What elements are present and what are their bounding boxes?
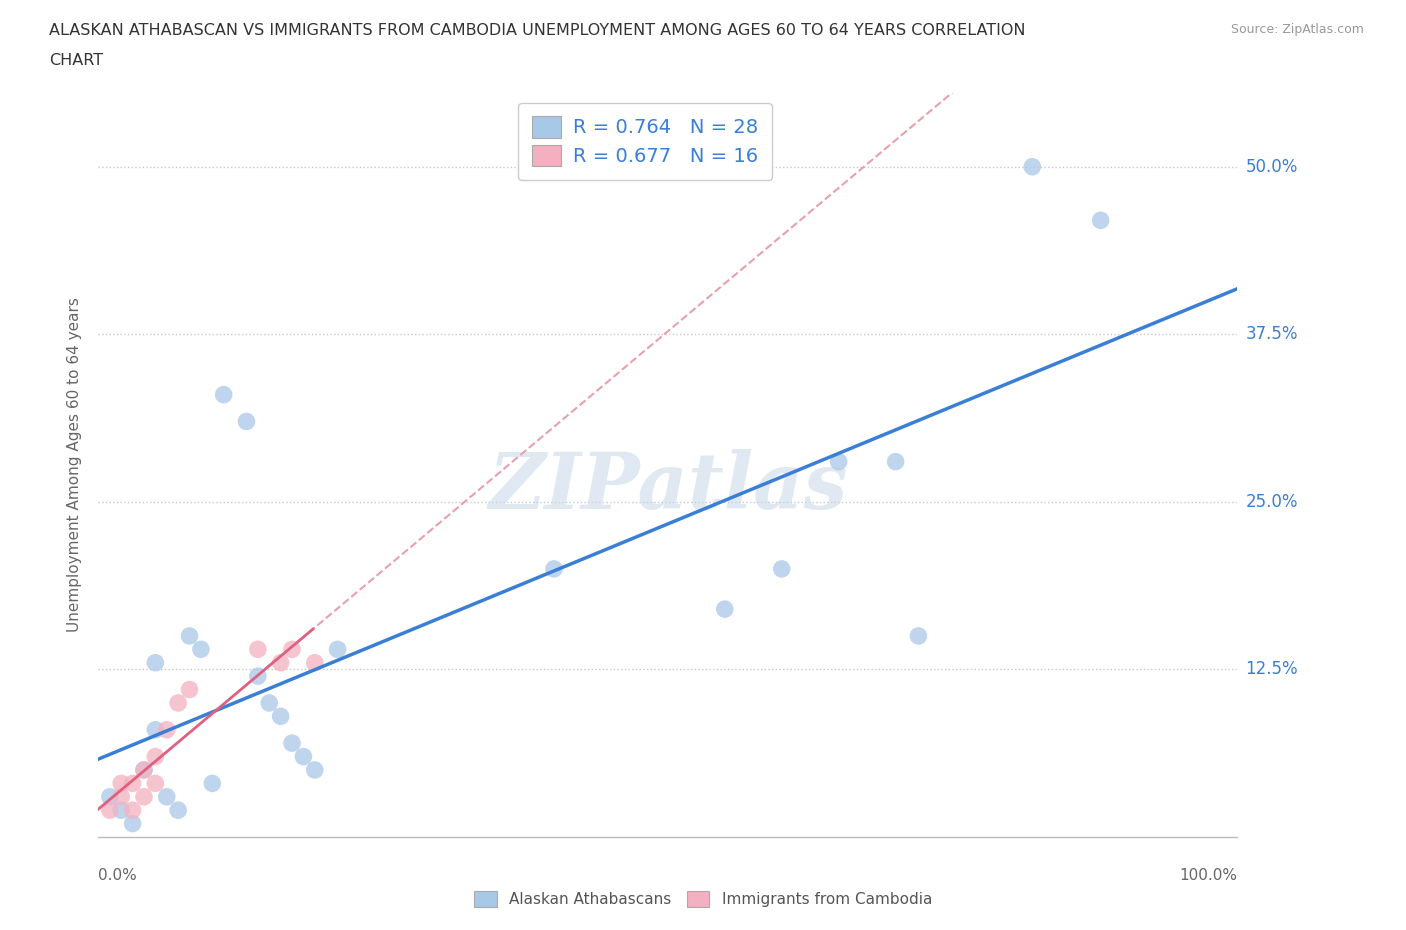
Point (190, 642, 212, 657)
Y-axis label: Unemployment Among Ages 60 to 64 years: Unemployment Among Ages 60 to 64 years (67, 298, 83, 632)
Point (156, 723, 179, 737)
Point (121, 803, 143, 817)
Legend: Alaskan Athabascans, Immigrants from Cambodia: Alaskan Athabascans, Immigrants from Cam… (468, 884, 938, 913)
Point (156, 790, 179, 804)
Point (326, 642, 349, 657)
Text: 0.0%: 0.0% (98, 868, 138, 883)
Point (110, 790, 132, 804)
Text: CHART: CHART (49, 53, 103, 68)
Point (270, 656, 292, 671)
Point (259, 696, 281, 711)
Point (884, 454, 907, 469)
Point (167, 803, 190, 817)
Legend: R = 0.764   N = 28, R = 0.677   N = 16: R = 0.764 N = 28, R = 0.677 N = 16 (519, 102, 772, 180)
Point (132, 790, 155, 804)
Text: 50.0%: 50.0% (1246, 158, 1298, 176)
Point (145, 723, 167, 737)
Point (543, 562, 565, 577)
Point (246, 642, 269, 657)
Text: Source: ZipAtlas.com: Source: ZipAtlas.com (1230, 23, 1364, 36)
Point (132, 763, 155, 777)
Point (179, 682, 201, 697)
Point (98, 803, 121, 817)
Point (132, 763, 155, 777)
Text: ZIPatlas: ZIPatlas (488, 449, 848, 525)
Point (714, 602, 737, 617)
Point (907, 629, 929, 644)
Point (281, 642, 304, 657)
Point (110, 776, 132, 790)
Point (121, 817, 143, 831)
Point (179, 629, 201, 644)
Text: 12.5%: 12.5% (1246, 660, 1298, 678)
Point (110, 803, 132, 817)
Point (828, 454, 851, 469)
Point (1090, 213, 1112, 228)
Point (270, 709, 292, 724)
Text: 25.0%: 25.0% (1246, 493, 1298, 511)
Point (246, 669, 269, 684)
Point (235, 414, 257, 429)
Text: 37.5%: 37.5% (1246, 326, 1298, 343)
Text: 100.0%: 100.0% (1180, 868, 1237, 883)
Point (292, 750, 315, 764)
Point (167, 696, 190, 711)
Point (145, 776, 167, 790)
Point (201, 776, 224, 790)
Point (304, 656, 326, 671)
Point (98, 790, 121, 804)
Point (1021, 159, 1043, 174)
Point (304, 763, 326, 777)
Point (121, 776, 143, 790)
Point (212, 387, 235, 402)
Point (281, 736, 304, 751)
Point (770, 562, 793, 577)
Point (145, 656, 167, 671)
Point (145, 750, 167, 764)
Text: ALASKAN ATHABASCAN VS IMMIGRANTS FROM CAMBODIA UNEMPLOYMENT AMONG AGES 60 TO 64 : ALASKAN ATHABASCAN VS IMMIGRANTS FROM CA… (49, 23, 1026, 38)
